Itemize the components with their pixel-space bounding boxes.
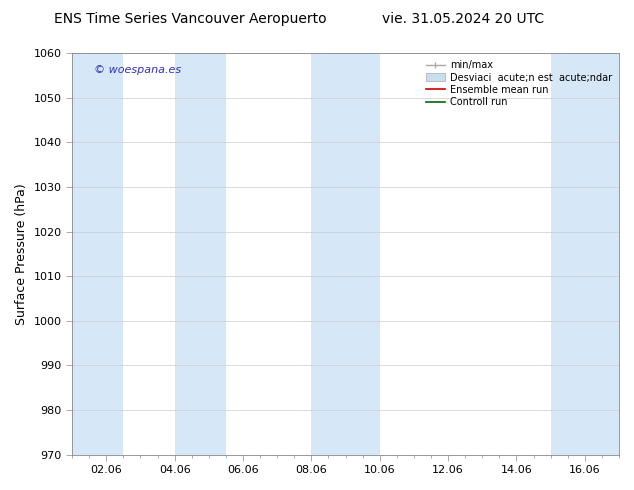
- Legend: min/max, Desviaci  acute;n est  acute;ndar, Ensemble mean run, Controll run: min/max, Desviaci acute;n est acute;ndar…: [424, 58, 614, 109]
- Bar: [311, 53, 380, 455]
- Bar: [174, 53, 226, 455]
- Text: © woespana.es: © woespana.es: [94, 65, 181, 75]
- Y-axis label: Surface Pressure (hPa): Surface Pressure (hPa): [15, 183, 28, 325]
- Text: vie. 31.05.2024 20 UTC: vie. 31.05.2024 20 UTC: [382, 12, 544, 26]
- Text: ENS Time Series Vancouver Aeropuerto: ENS Time Series Vancouver Aeropuerto: [54, 12, 327, 26]
- Bar: [551, 53, 619, 455]
- Bar: [72, 53, 124, 455]
